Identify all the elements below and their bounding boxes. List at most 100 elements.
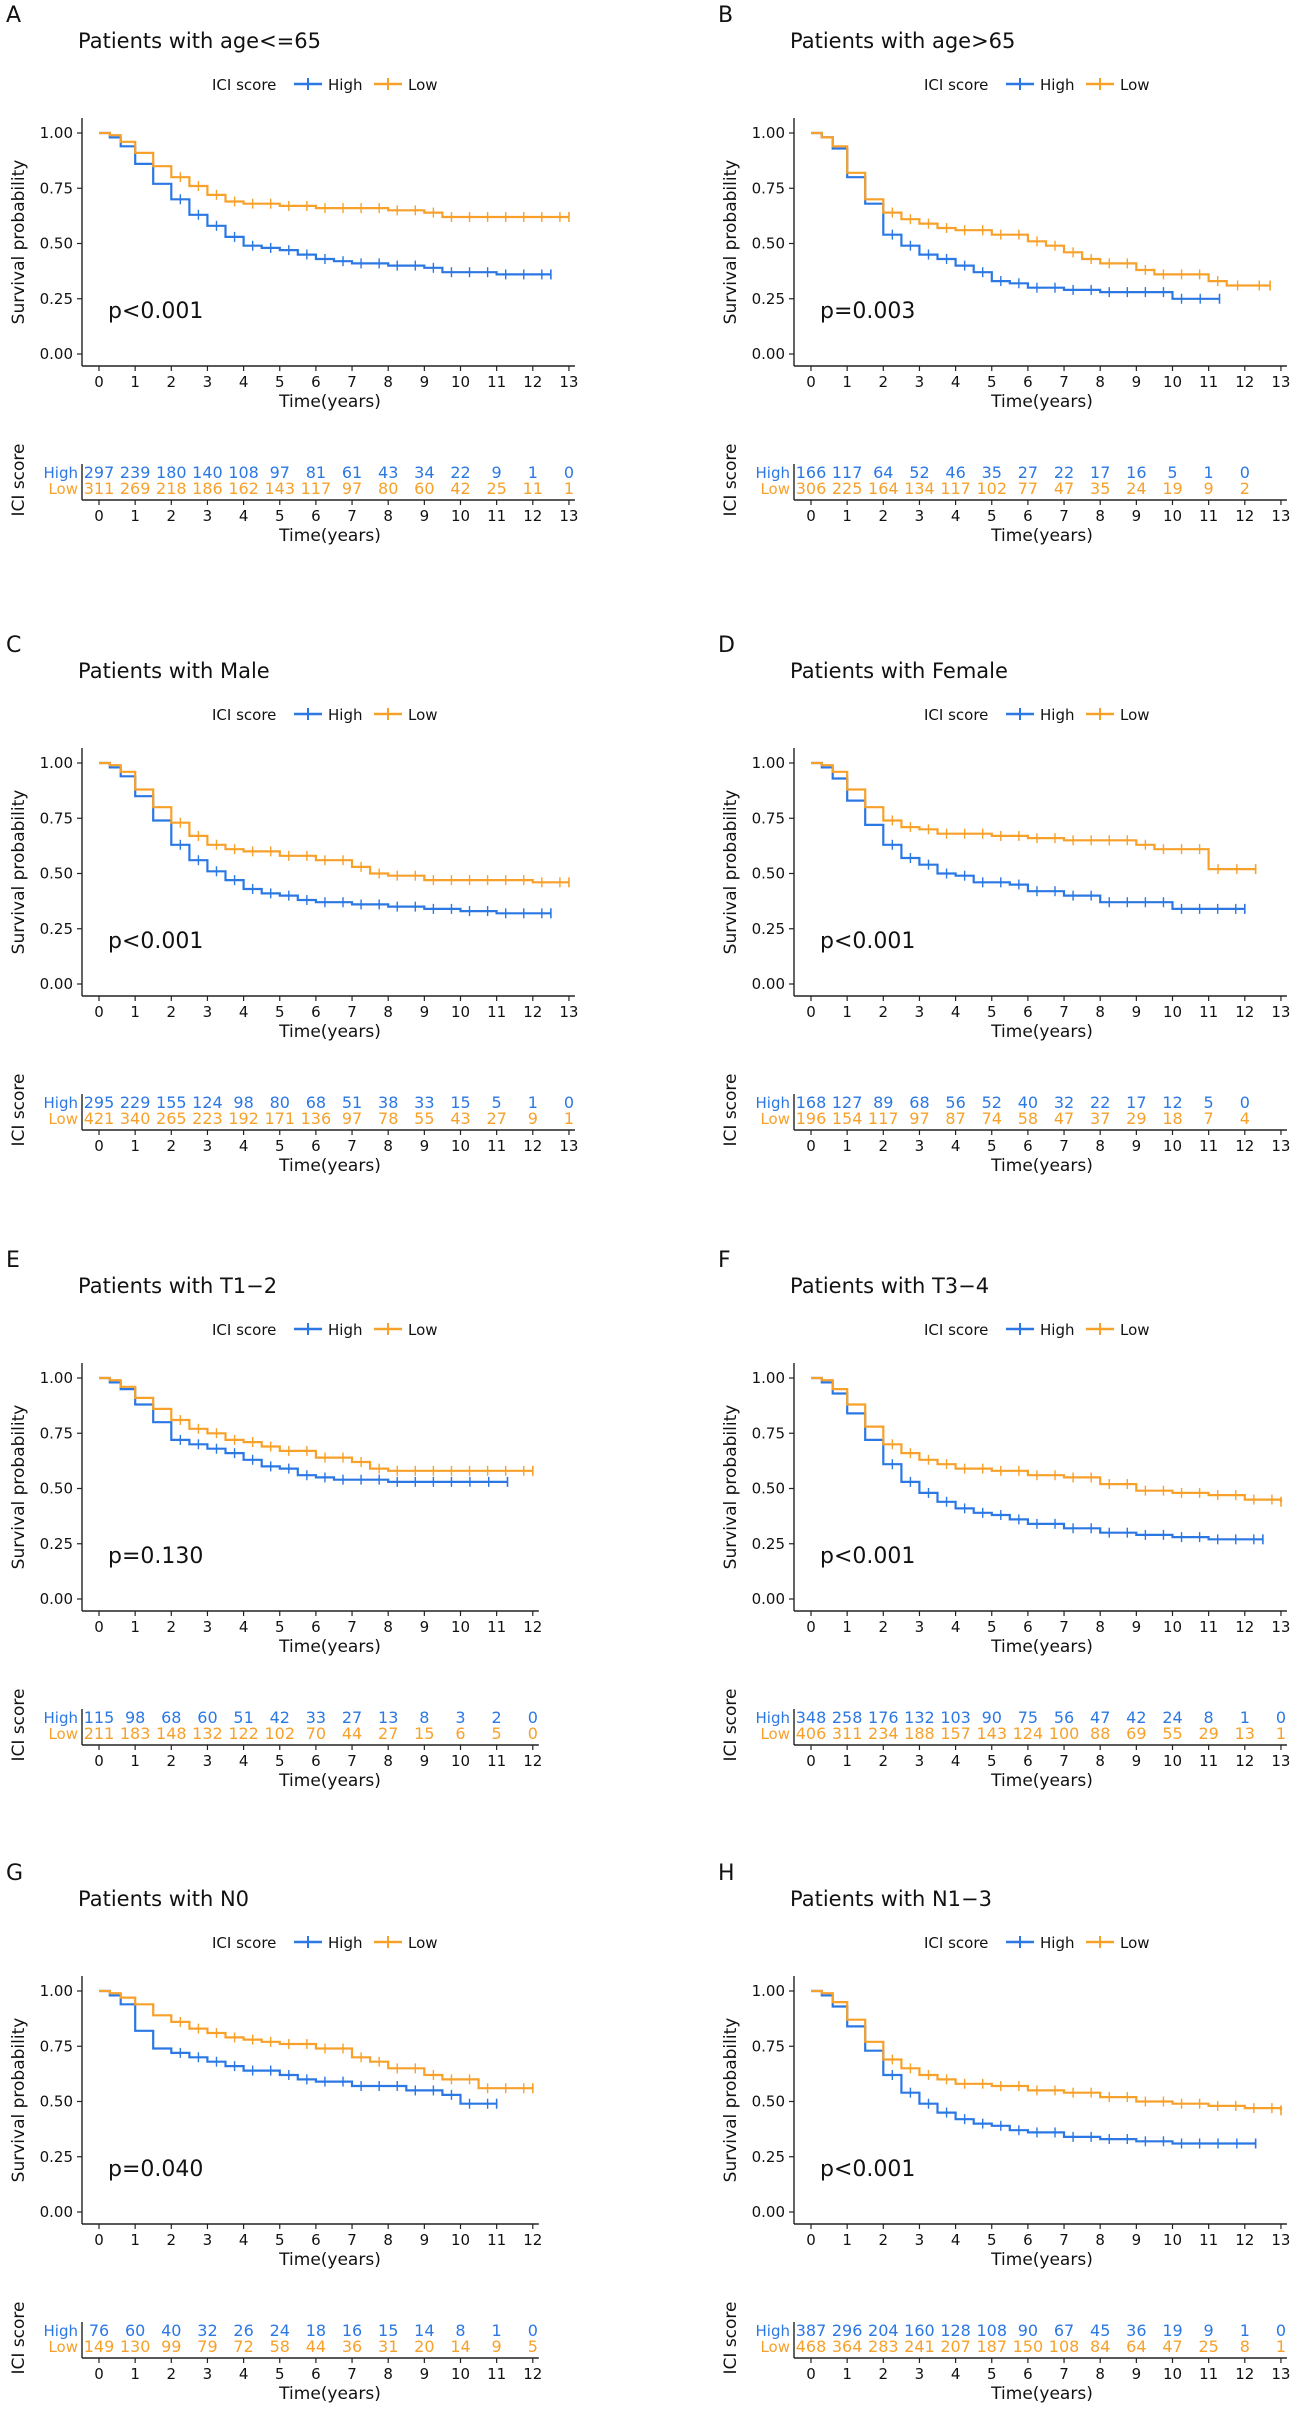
series-high — [99, 761, 552, 919]
risk-x-tick-label: 10 — [1163, 507, 1182, 525]
risk-high-count: 68 — [161, 1708, 181, 1727]
legend-title: ICI score — [924, 706, 988, 724]
x-tick-label: 1 — [130, 373, 140, 391]
risk-x-tick-label: 4 — [951, 1752, 961, 1770]
x-tick-label: 9 — [420, 1003, 430, 1021]
risk-high-count: 5 — [492, 1093, 502, 1112]
risk-x-tick-label: 2 — [167, 507, 177, 525]
risk-x-tick-label: 12 — [1235, 1752, 1254, 1770]
risk-x-tick-label: 12 — [523, 507, 542, 525]
risk-low-count: 97 — [909, 1109, 929, 1128]
risk-high-count: 128 — [940, 2321, 971, 2340]
x-tick-label: 11 — [487, 1003, 506, 1021]
risk-high-count: 155 — [156, 1093, 187, 1112]
risk-low-count: 99 — [161, 2337, 181, 2356]
risk-x-tick-label: 11 — [1199, 1137, 1218, 1155]
risk-low-count: 186 — [192, 479, 223, 498]
x-tick-label: 5 — [275, 2231, 285, 2249]
risk-x-tick-label: 13 — [1271, 2365, 1290, 2383]
x-tick-label: 4 — [239, 373, 249, 391]
p-value: p=0.003 — [820, 299, 915, 324]
risk-low-count: 47 — [1162, 2337, 1182, 2356]
x-tick-label: 6 — [1023, 1618, 1033, 1636]
risk-x-tick-label: 8 — [1095, 1752, 1105, 1770]
risk-low-count: 143 — [264, 479, 295, 498]
risk-high-count: 90 — [982, 1708, 1002, 1727]
risk-low-count: 35 — [1090, 479, 1110, 498]
risk-high-count: 19 — [1162, 2321, 1182, 2340]
risk-high-count: 3 — [455, 1708, 465, 1727]
x-tick-label: 5 — [987, 1003, 997, 1021]
risk-low-count: 9 — [1204, 479, 1214, 498]
risk-high-count: 32 — [197, 2321, 217, 2340]
risk-low-count: 44 — [306, 2337, 326, 2356]
y-axis-title: Survival probability — [721, 790, 741, 955]
risk-high-count: 89 — [873, 1093, 893, 1112]
x-axis-title: Time(years) — [990, 1022, 1093, 1042]
risk-high-count: 108 — [228, 463, 259, 482]
risk-high-count: 68 — [306, 1093, 326, 1112]
x-tick-label: 5 — [275, 1003, 285, 1021]
risk-high-count: 24 — [270, 2321, 290, 2340]
risk-low-count: 64 — [1126, 2337, 1146, 2356]
y-tick-label: 0.00 — [752, 345, 785, 363]
risk-low-count: 421 — [84, 1109, 115, 1128]
legend: ICI score High Low — [924, 1934, 1150, 1952]
x-tick-label: 4 — [239, 1618, 249, 1636]
series-low — [99, 1989, 534, 2094]
risk-x-tick-label: 9 — [1132, 2365, 1142, 2383]
risk-low-count: 20 — [414, 2337, 434, 2356]
panel-letter: G — [6, 1861, 23, 1886]
y-tick-label: 0.75 — [40, 2037, 73, 2055]
y-tick-label: 0.50 — [752, 1480, 785, 1498]
x-tick-label: 2 — [167, 1618, 177, 1636]
legend-high-label: High — [328, 706, 362, 724]
risk-low-count: 60 — [414, 479, 434, 498]
risk-x-tick-label: 7 — [347, 1752, 357, 1770]
x-tick-label: 7 — [347, 2231, 357, 2249]
risk-high-count: 229 — [120, 1093, 151, 1112]
risk-high-count: 32 — [1054, 1093, 1074, 1112]
risk-low-count: 196 — [796, 1109, 827, 1128]
risk-x-tick-label: 3 — [203, 507, 213, 525]
risk-low-label: Low — [48, 2338, 78, 2356]
risk-high-count: 204 — [868, 2321, 899, 2340]
y-axis-title: Survival probability — [9, 790, 29, 955]
risk-x-tick-label: 11 — [1199, 1752, 1218, 1770]
km-curve-high — [811, 1989, 1256, 2145]
risk-x-tick-label: 4 — [239, 1137, 249, 1155]
x-tick-label: 9 — [1132, 1003, 1142, 1021]
series-low — [811, 1376, 1283, 1507]
legend-title: ICI score — [924, 1321, 988, 1339]
legend-high-label: High — [328, 1934, 362, 1952]
risk-low-count: 143 — [976, 1724, 1007, 1743]
x-tick-label: 6 — [1023, 2231, 1033, 2249]
risk-x-tick-label: 0 — [94, 1752, 104, 1770]
x-tick-label: 2 — [167, 2231, 177, 2249]
x-tick-label: 13 — [1271, 1003, 1290, 1021]
y-tick-label: 0.75 — [40, 1424, 73, 1442]
risk-high-count: 17 — [1126, 1093, 1146, 1112]
legend-high-label: High — [1040, 1321, 1074, 1339]
y-axis-title: Survival probability — [9, 160, 29, 325]
y-tick-label: 0.25 — [752, 290, 785, 308]
risk-high-count: 1 — [528, 463, 538, 482]
risk-table-ylabel: ICI score — [9, 2302, 29, 2375]
risk-x-tick-label: 4 — [239, 2365, 249, 2383]
risk-low-label: Low — [48, 1110, 78, 1128]
x-tick-label: 6 — [311, 1618, 321, 1636]
x-tick-label: 11 — [1199, 373, 1218, 391]
risk-low-count: 154 — [832, 1109, 863, 1128]
risk-x-tick-label: 1 — [842, 507, 852, 525]
risk-low-count: 24 — [1126, 479, 1146, 498]
risk-high-count: 16 — [342, 2321, 362, 2340]
x-tick-label: 11 — [487, 373, 506, 391]
km-curve-high — [99, 131, 551, 276]
km-curve-low — [811, 761, 1256, 871]
risk-high-count: 166 — [796, 463, 827, 482]
